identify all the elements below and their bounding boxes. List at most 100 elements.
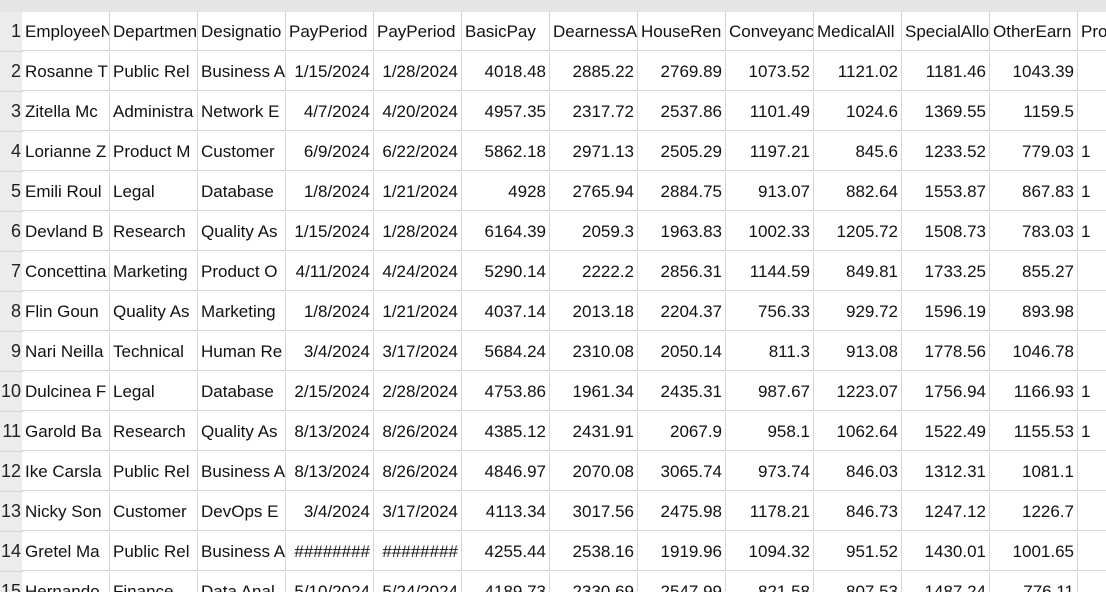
table-cell[interactable]: 2431.91 bbox=[550, 412, 638, 451]
table-cell[interactable]: 1205.72 bbox=[814, 212, 902, 251]
column-header-cell[interactable]: BasicPay bbox=[462, 12, 550, 51]
table-cell[interactable]: Network E bbox=[198, 92, 286, 131]
table-cell[interactable]: 2222.2 bbox=[550, 252, 638, 291]
table-cell[interactable]: 4846.97 bbox=[462, 452, 550, 491]
table-cell[interactable]: Hernando bbox=[22, 572, 110, 592]
table-cell[interactable]: 1155.53 bbox=[990, 412, 1078, 451]
table-cell[interactable] bbox=[1078, 92, 1106, 131]
table-cell[interactable]: 846.03 bbox=[814, 452, 902, 491]
table-cell[interactable]: 1101.49 bbox=[726, 92, 814, 131]
table-cell[interactable]: 1963.83 bbox=[638, 212, 726, 251]
table-cell[interactable]: 1233.52 bbox=[902, 132, 990, 171]
table-cell[interactable]: 958.1 bbox=[726, 412, 814, 451]
table-cell[interactable]: DevOps E bbox=[198, 492, 286, 531]
table-cell[interactable]: 1/28/2024 bbox=[374, 212, 462, 251]
table-cell[interactable]: 4113.34 bbox=[462, 492, 550, 531]
table-cell[interactable]: 929.72 bbox=[814, 292, 902, 331]
table-cell[interactable]: 2537.86 bbox=[638, 92, 726, 131]
table-cell[interactable]: Devland B bbox=[22, 212, 110, 251]
column-header-cell[interactable]: Designatio bbox=[198, 12, 286, 51]
row-number[interactable]: 1 bbox=[0, 12, 23, 52]
table-cell[interactable]: 1/21/2024 bbox=[374, 172, 462, 211]
table-cell[interactable]: 1/8/2024 bbox=[286, 172, 374, 211]
table-cell[interactable]: 5684.24 bbox=[462, 332, 550, 371]
table-cell[interactable]: 2067.9 bbox=[638, 412, 726, 451]
table-cell[interactable]: 1001.65 bbox=[990, 532, 1078, 571]
table-cell[interactable]: 1487.24 bbox=[902, 572, 990, 592]
table-cell[interactable]: 6/22/2024 bbox=[374, 132, 462, 171]
table-cell[interactable]: Finance bbox=[110, 572, 198, 592]
table-cell[interactable]: 1596.19 bbox=[902, 292, 990, 331]
table-cell[interactable]: 1 bbox=[1078, 372, 1106, 411]
table-cell[interactable]: 1312.31 bbox=[902, 452, 990, 491]
table-cell[interactable]: 2013.18 bbox=[550, 292, 638, 331]
column-header-cell[interactable]: EmployeeN bbox=[22, 12, 110, 51]
table-cell[interactable]: Technical bbox=[110, 332, 198, 371]
table-cell[interactable]: 1/28/2024 bbox=[374, 52, 462, 91]
table-cell[interactable]: 855.27 bbox=[990, 252, 1078, 291]
table-cell[interactable]: Database bbox=[198, 172, 286, 211]
table-cell[interactable]: 4/11/2024 bbox=[286, 252, 374, 291]
table-cell[interactable]: Business A bbox=[198, 532, 286, 571]
table-cell[interactable]: 2765.94 bbox=[550, 172, 638, 211]
table-cell[interactable]: 1181.46 bbox=[902, 52, 990, 91]
table-cell[interactable]: 2885.22 bbox=[550, 52, 638, 91]
table-cell[interactable]: Research bbox=[110, 412, 198, 451]
table-cell[interactable]: Product M bbox=[110, 132, 198, 171]
table-cell[interactable]: 2310.08 bbox=[550, 332, 638, 371]
table-cell[interactable]: 4018.48 bbox=[462, 52, 550, 91]
table-cell[interactable]: 845.6 bbox=[814, 132, 902, 171]
table-cell[interactable] bbox=[1078, 572, 1106, 592]
table-cell[interactable]: 2856.31 bbox=[638, 252, 726, 291]
table-cell[interactable]: Quality As bbox=[110, 292, 198, 331]
table-cell[interactable]: 2475.98 bbox=[638, 492, 726, 531]
row-number[interactable]: 11 bbox=[0, 412, 23, 452]
table-cell[interactable]: 913.08 bbox=[814, 332, 902, 371]
table-cell[interactable]: Dulcinea F bbox=[22, 372, 110, 411]
table-cell[interactable]: Concettina bbox=[22, 252, 110, 291]
table-cell[interactable]: 2769.89 bbox=[638, 52, 726, 91]
table-cell[interactable] bbox=[1078, 252, 1106, 291]
table-cell[interactable]: 1081.1 bbox=[990, 452, 1078, 491]
table-cell[interactable]: 1919.96 bbox=[638, 532, 726, 571]
table-cell[interactable]: Quality As bbox=[198, 212, 286, 251]
table-cell[interactable]: 4037.14 bbox=[462, 292, 550, 331]
column-header-cell[interactable]: Departmen bbox=[110, 12, 198, 51]
table-cell[interactable]: 4189.73 bbox=[462, 572, 550, 592]
table-cell[interactable]: ######## bbox=[286, 532, 374, 571]
table-cell[interactable]: Business A bbox=[198, 52, 286, 91]
table-cell[interactable]: 8/13/2024 bbox=[286, 412, 374, 451]
table-cell[interactable]: Quality As bbox=[198, 412, 286, 451]
table-cell[interactable]: 1733.25 bbox=[902, 252, 990, 291]
table-cell[interactable]: 849.81 bbox=[814, 252, 902, 291]
table-cell[interactable]: Research bbox=[110, 212, 198, 251]
table-cell[interactable]: Customer bbox=[110, 492, 198, 531]
table-cell[interactable]: Zitella Mc bbox=[22, 92, 110, 131]
column-header-cell[interactable]: PayPeriod bbox=[374, 12, 462, 51]
table-cell[interactable]: 1094.32 bbox=[726, 532, 814, 571]
table-cell[interactable]: 776.11 bbox=[990, 572, 1078, 592]
table-cell[interactable]: 951.52 bbox=[814, 532, 902, 571]
table-cell[interactable]: 2538.16 bbox=[550, 532, 638, 571]
table-cell[interactable]: 807.53 bbox=[814, 572, 902, 592]
row-number[interactable]: 9 bbox=[0, 332, 23, 372]
table-cell[interactable]: Garold Ba bbox=[22, 412, 110, 451]
column-header-cell[interactable]: Pro bbox=[1078, 12, 1106, 51]
table-cell[interactable]: 4385.12 bbox=[462, 412, 550, 451]
table-cell[interactable]: Public Rel bbox=[110, 52, 198, 91]
table-cell[interactable]: Nicky Son bbox=[22, 492, 110, 531]
table-cell[interactable]: 1024.6 bbox=[814, 92, 902, 131]
table-cell[interactable] bbox=[1078, 52, 1106, 91]
table-cell[interactable]: 821.58 bbox=[726, 572, 814, 592]
table-cell[interactable]: 4928 bbox=[462, 172, 550, 211]
table-cell[interactable]: Legal bbox=[110, 372, 198, 411]
table-cell[interactable]: 2/15/2024 bbox=[286, 372, 374, 411]
table-cell[interactable]: 1073.52 bbox=[726, 52, 814, 91]
table-cell[interactable]: 4753.86 bbox=[462, 372, 550, 411]
column-header-cell[interactable]: OtherEarn bbox=[990, 12, 1078, 51]
table-cell[interactable]: 973.74 bbox=[726, 452, 814, 491]
row-number[interactable]: 8 bbox=[0, 292, 23, 332]
table-cell[interactable]: Flin Goun bbox=[22, 292, 110, 331]
column-header-cell[interactable]: Conveyanc bbox=[726, 12, 814, 51]
